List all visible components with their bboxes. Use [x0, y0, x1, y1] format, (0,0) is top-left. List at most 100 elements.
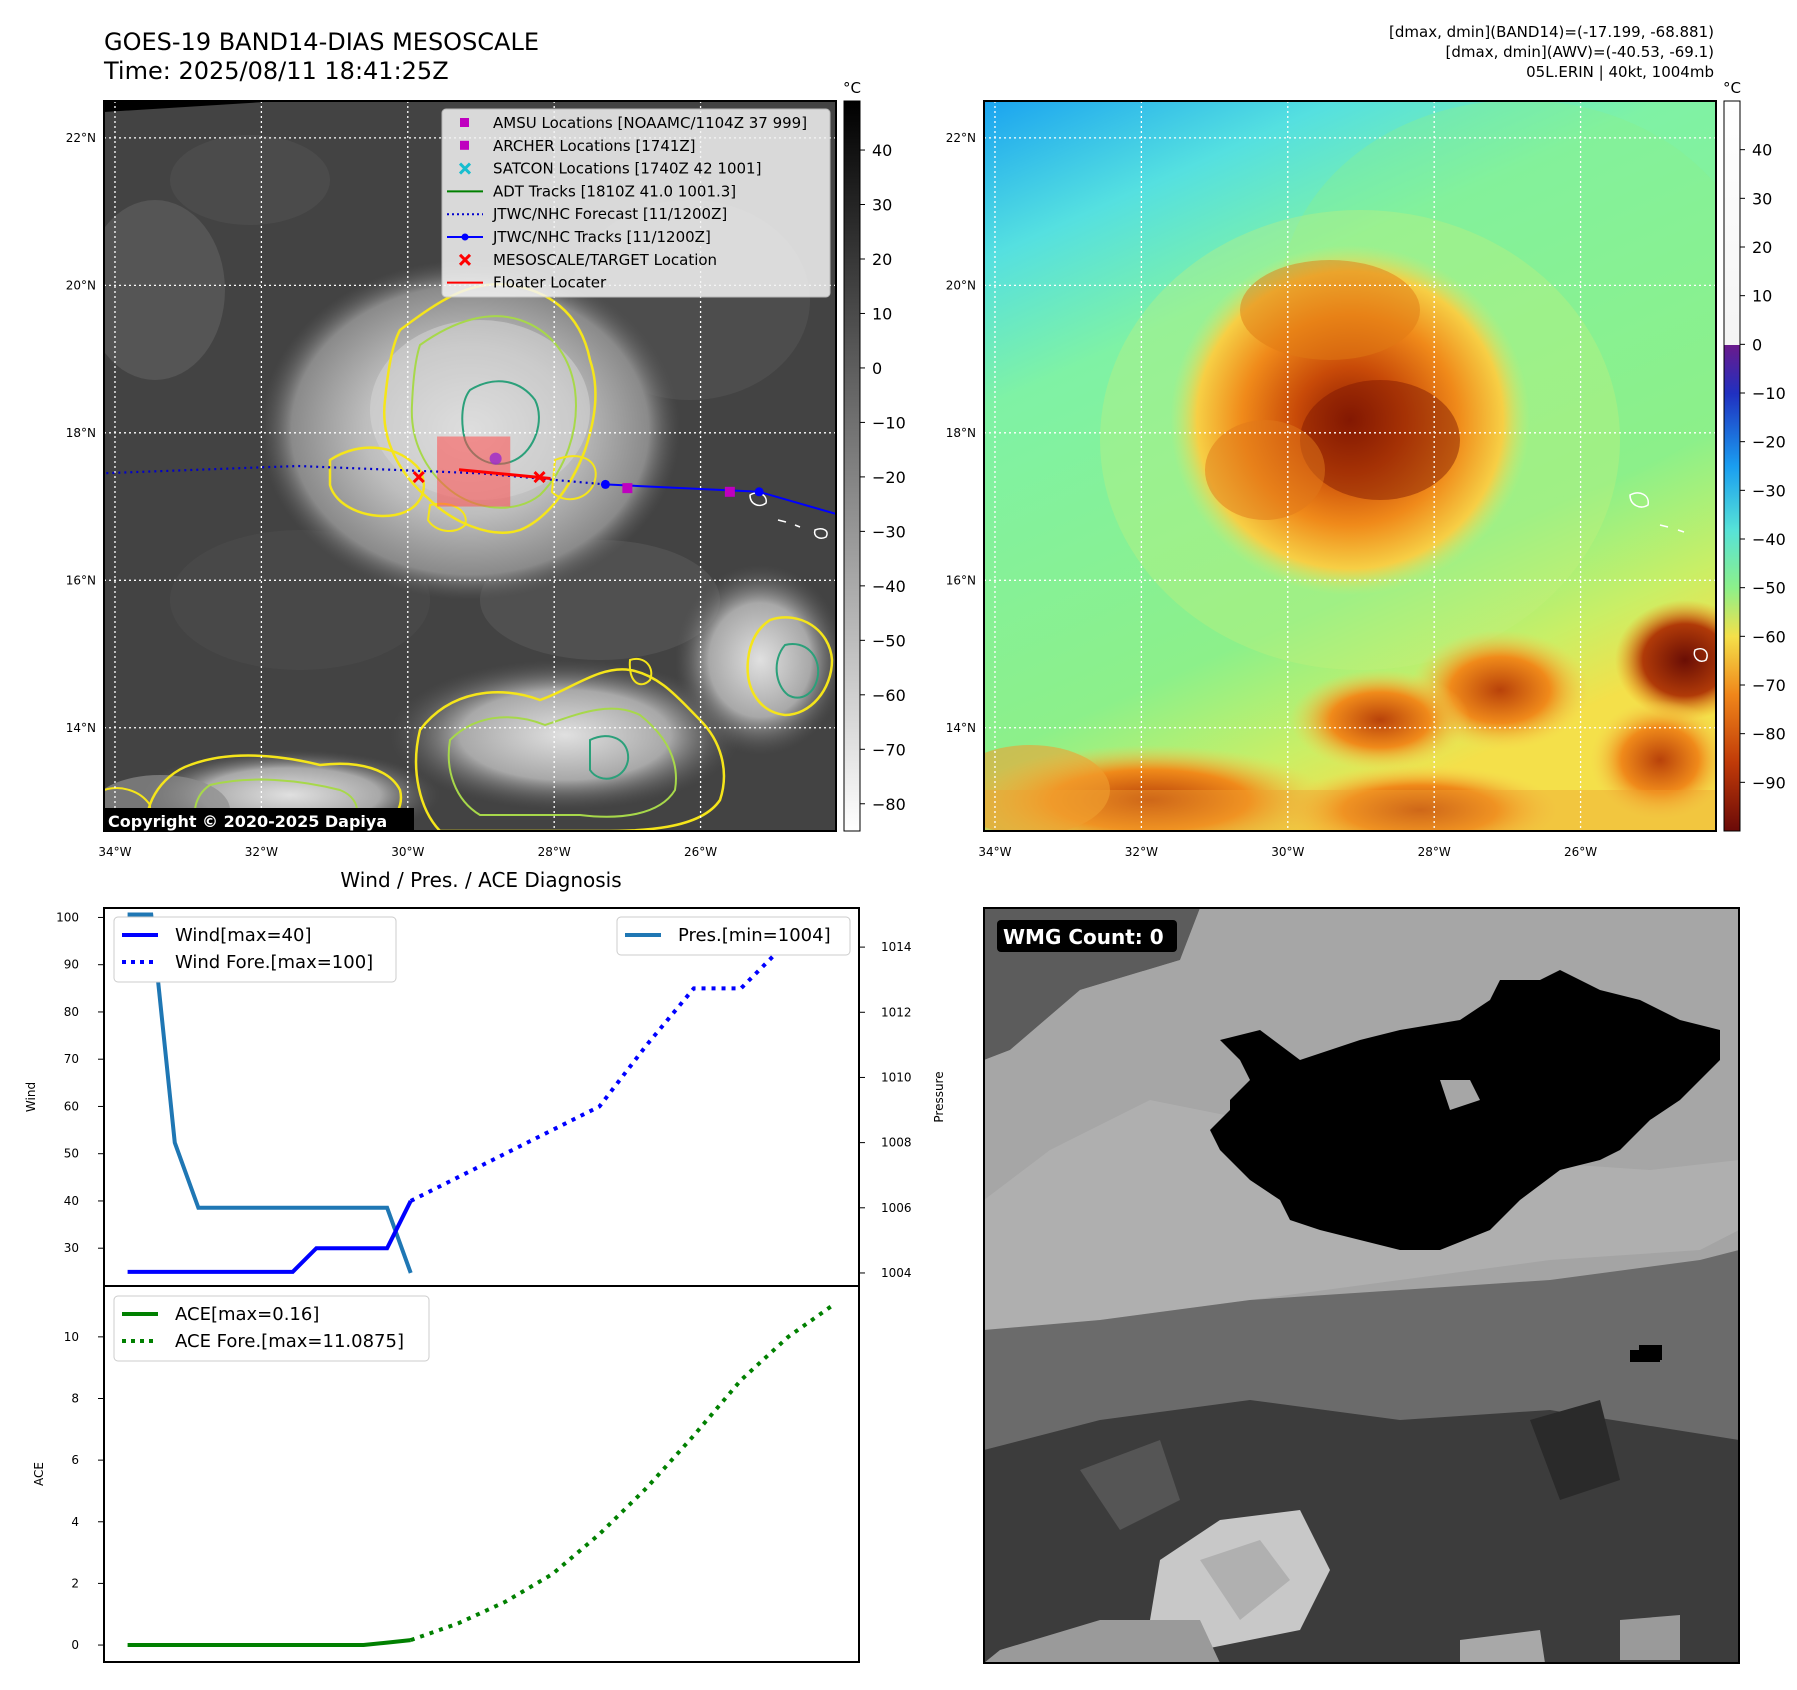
info-line-band14: [dmax, dmin](BAND14)=(-17.199, -68.881)	[1389, 23, 1714, 41]
legend-entry: JTWC/NHC Forecast [11/1200Z]	[447, 205, 727, 223]
wv-colorbar-tick-label: 20	[1752, 238, 1772, 257]
wv-colorbar-tick-label: 40	[1752, 141, 1772, 160]
wind-axis-tick-label: 80	[64, 1005, 79, 1019]
ir-colorbar-tick-label: −50	[872, 631, 906, 650]
ace-axis-tick-label: 6	[71, 1453, 79, 1467]
wv-lat-label: 16°N	[946, 573, 976, 587]
wv-lon-label: 32°W	[1125, 845, 1158, 859]
ir-colorbar-tick-label: 30	[872, 196, 892, 215]
ace-axis-tick-label: 2	[71, 1576, 79, 1590]
ace-ylabel: ACE	[32, 1462, 46, 1486]
wv-gridlines	[984, 101, 1716, 831]
wv-colorbar-tick-label: −50	[1752, 579, 1786, 598]
wv-colorbar-tick-label: −20	[1752, 433, 1786, 452]
svg-text:Floater Locater: Floater Locater	[493, 274, 607, 292]
wv-lon-label: 28°W	[1418, 845, 1451, 859]
svg-text:MESOSCALE/TARGET Location: MESOSCALE/TARGET Location	[493, 251, 717, 269]
wind-axis-tick-label: 70	[64, 1052, 79, 1066]
ir-colorbar-tick-label: −20	[872, 468, 906, 487]
ir-colorbar-tick-label: −10	[872, 413, 906, 432]
ace-legend: ACE[max=0.16] ACE Fore.[max=11.0875]	[113, 1295, 430, 1362]
svg-text:AMSU Locations [NOAAMC/1104Z 3: AMSU Locations [NOAAMC/1104Z 37 999]	[493, 114, 807, 132]
wv-colorbar-tick-label: −80	[1752, 725, 1786, 744]
series-line	[127, 1200, 413, 1274]
ir-colorbar-tick-label: 10	[872, 304, 892, 323]
ir-colorbar-tick-label: −30	[872, 522, 906, 541]
legend-wind-fore: Wind Fore.[max=100]	[175, 952, 373, 973]
info-line-awv: [dmax, dmin](AWV)=(-40.53, -69.1)	[1445, 43, 1714, 61]
ir-map-panel: AMSU Locations [NOAAMC/1104Z 37 999] ARCH…	[66, 79, 906, 859]
ir-lat-label: 14°N	[66, 721, 96, 735]
legend-ace-fore: ACE Fore.[max=11.0875]	[175, 1331, 404, 1352]
ace-axis-tick-label: 10	[64, 1330, 79, 1344]
legend-entry: ADT Tracks [1810Z 41.0 1001.3]	[447, 182, 736, 200]
ir-colorbar-tick-label: 0	[872, 359, 882, 378]
wv-colorbar-bottom	[1724, 345, 1740, 831]
wv-lat-label: 22°N	[946, 131, 976, 145]
ir-lon-label: 30°W	[391, 845, 424, 859]
ir-colorbar-tick-label: −40	[872, 577, 906, 596]
pressure-axis-tick-label: 1006	[881, 1201, 912, 1215]
ir-colorbar-tick-label: −80	[872, 795, 906, 814]
legend-entry: AMSU Locations [NOAAMC/1104Z 37 999]	[460, 114, 807, 132]
legend-entry: Floater Locater	[447, 274, 607, 292]
legend-ace: ACE[max=0.16]	[175, 1304, 319, 1325]
ir-colorbar	[843, 100, 861, 832]
pressure-legend: Pres.[min=1004]	[616, 916, 851, 956]
wv-colorbar-tick-label: −30	[1752, 481, 1786, 500]
wind-axis-tick-label: 100	[56, 910, 79, 924]
wind-axis-tick-label: 50	[64, 1147, 79, 1161]
ir-lon-label: 28°W	[538, 845, 571, 859]
wind-axis-tick-label: 30	[64, 1241, 79, 1255]
ir-colorbar-tick-label: 40	[872, 141, 892, 160]
wv-colorbar-tick-label: −40	[1752, 530, 1786, 549]
series-line	[127, 1638, 411, 1648]
ir-lat-label: 18°N	[66, 426, 96, 440]
wv-lon-label: 26°W	[1564, 845, 1597, 859]
observed-track-tail	[758, 490, 836, 515]
ace-axis-tick-label: 4	[71, 1515, 79, 1529]
legend-entry: ARCHER Locations [1741Z]	[460, 137, 696, 155]
diagnosis-panel: Wind / Pres. / ACE Diagnosis 10090807060…	[24, 868, 946, 1663]
track-point	[600, 479, 610, 489]
chart-time: Time: 2025/08/11 18:41:25Z	[104, 57, 449, 85]
wind-ylabel: Wind	[24, 1082, 38, 1112]
pressure-axis-tick-label: 1008	[881, 1136, 912, 1150]
series-line	[409, 915, 837, 1203]
ace-axis-tick-label: 8	[71, 1391, 79, 1405]
pressure-axis-tick-label: 1004	[881, 1266, 912, 1280]
wv-colorbar-tick-label: −90	[1752, 773, 1786, 792]
ir-legend: AMSU Locations [NOAAMC/1104Z 37 999] ARCH…	[441, 108, 831, 298]
info-line-storm: 05L.ERIN | 40kt, 1004mb	[1526, 63, 1714, 81]
wv-colorbar-tick-label: 30	[1752, 189, 1772, 208]
ir-lat-label: 20°N	[66, 278, 96, 292]
ir-lat-label: 16°N	[66, 573, 96, 587]
legend-pres: Pres.[min=1004]	[678, 925, 831, 946]
svg-text:ARCHER Locations [1741Z]: ARCHER Locations [1741Z]	[493, 137, 696, 155]
storm-info: [dmax, dmin](BAND14)=(-17.199, -68.881) …	[1389, 22, 1714, 82]
pressure-axis-tick-label: 1012	[881, 1005, 912, 1019]
diagnosis-title: Wind / Pres. / ACE Diagnosis	[340, 868, 621, 892]
wind-axis-tick-label: 60	[64, 1099, 79, 1113]
legend-entry: MESOSCALE/TARGET Location	[458, 251, 717, 269]
target-marker	[533, 470, 546, 484]
ir-lon-label: 26°W	[684, 845, 717, 859]
ir-lon-label: 34°W	[98, 845, 131, 859]
wind-legend: Wind[max=40] Wind Fore.[max=100]	[113, 916, 397, 983]
ir-lat-label: 22°N	[66, 131, 96, 145]
ir-colorbar-tick-label: −60	[872, 686, 906, 705]
ir-lon-label: 32°W	[245, 845, 278, 859]
wmg-count-label: WMG Count: 0	[1003, 925, 1164, 949]
wv-colorbar-tick-label: 10	[1752, 287, 1772, 306]
wv-lon-label: 30°W	[1271, 845, 1304, 859]
wmg-panel: WMG Count: 0	[983, 907, 1740, 1664]
wv-colorbar-top	[1724, 101, 1740, 345]
wv-colorbar-tick-label: −60	[1752, 627, 1786, 646]
floater-locater-line	[458, 468, 551, 481]
wv-colorbar-unit: °C	[1723, 79, 1741, 97]
target-marker	[412, 470, 425, 484]
legend-entry: SATCON Locations [1740Z 42 1001]	[458, 160, 761, 178]
series-line	[410, 1301, 837, 1643]
track-point	[754, 487, 764, 497]
